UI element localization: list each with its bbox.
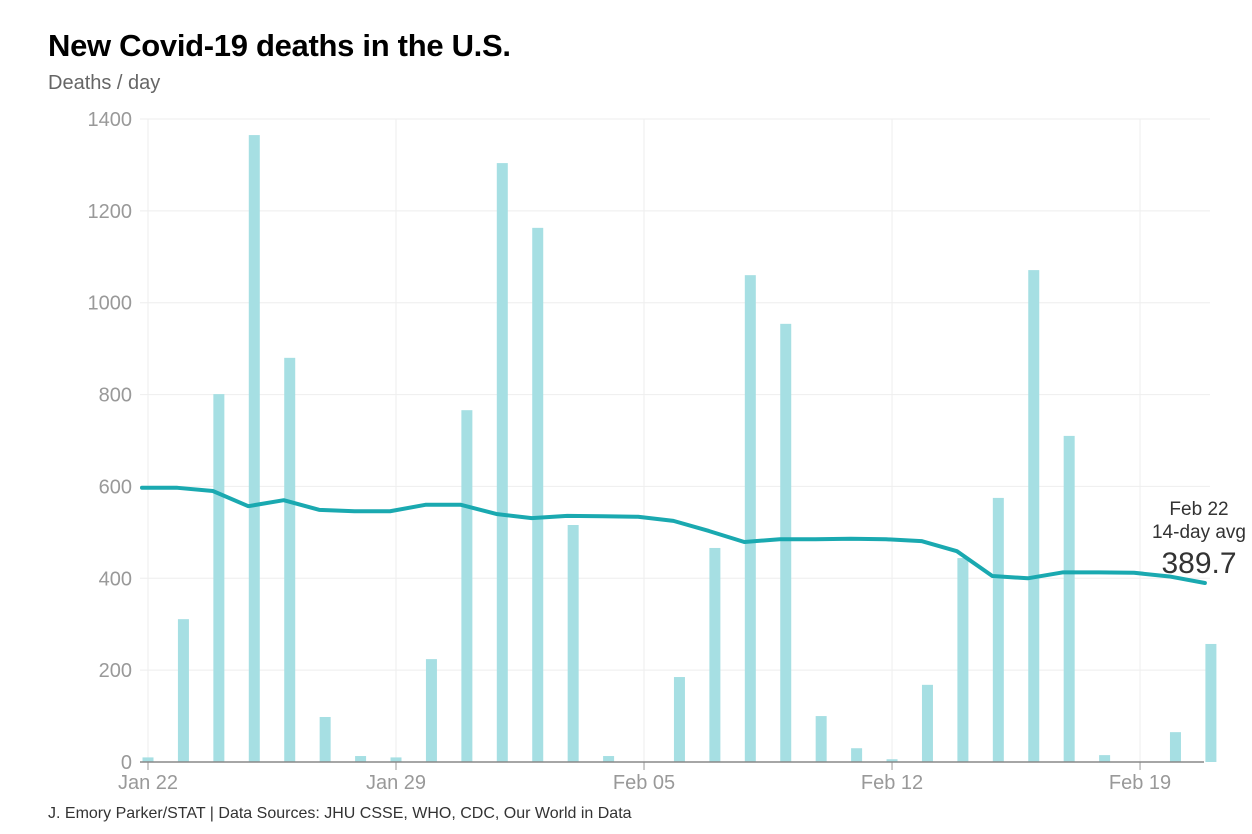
bar <box>1063 435 1075 762</box>
x-tick-label: Feb 12 <box>861 772 923 794</box>
bar <box>886 759 898 762</box>
bar <box>709 547 721 762</box>
source-credit: J. Emory Parker/STAT | Data Sources: JHU… <box>48 805 632 822</box>
annotation-date: Feb 22 <box>1169 499 1228 520</box>
bar <box>142 757 154 762</box>
avg-line <box>140 485 1207 586</box>
x-tick-label: Jan 29 <box>366 772 426 794</box>
bar <box>319 716 331 762</box>
bar <box>390 757 402 762</box>
y-tick-label: 200 <box>99 660 132 682</box>
bar <box>1028 270 1040 762</box>
chart-title: New Covid-19 deaths in the U.S. <box>48 28 511 63</box>
y-tick-label: 400 <box>99 568 132 590</box>
annotation-label: 14-day avg <box>1152 522 1246 543</box>
bar <box>921 684 933 762</box>
y-tick-label: 1200 <box>88 201 133 223</box>
bar <box>815 716 827 762</box>
bar <box>992 497 1004 762</box>
x-tick-label: Feb 19 <box>1109 772 1171 794</box>
bar <box>355 756 367 762</box>
y-tick-label: 800 <box>99 385 132 407</box>
bar <box>1169 732 1181 762</box>
annotation-value: 389.7 <box>1161 547 1236 580</box>
bar <box>1205 643 1217 762</box>
bar <box>177 619 189 762</box>
x-tick-label: Jan 22 <box>118 772 178 794</box>
bar <box>1099 755 1111 762</box>
bar <box>532 227 544 762</box>
chart-subtitle: Deaths / day <box>48 72 161 94</box>
bar <box>248 135 260 762</box>
bar <box>744 275 756 762</box>
bar <box>461 410 473 762</box>
y-tick-label: 600 <box>99 476 132 498</box>
y-tick-label: 1400 <box>88 109 133 131</box>
bar <box>673 677 685 762</box>
y-tick-label: 1000 <box>88 293 133 315</box>
bar <box>851 748 863 762</box>
bar <box>496 163 508 762</box>
bar <box>567 525 579 762</box>
y-tick-label: 0 <box>121 752 132 774</box>
x-tick-label: Feb 05 <box>613 772 675 794</box>
bar <box>957 558 969 762</box>
bar <box>284 357 296 762</box>
bar <box>603 756 615 762</box>
bar <box>780 323 792 762</box>
bar <box>213 394 225 762</box>
bar <box>425 659 437 762</box>
